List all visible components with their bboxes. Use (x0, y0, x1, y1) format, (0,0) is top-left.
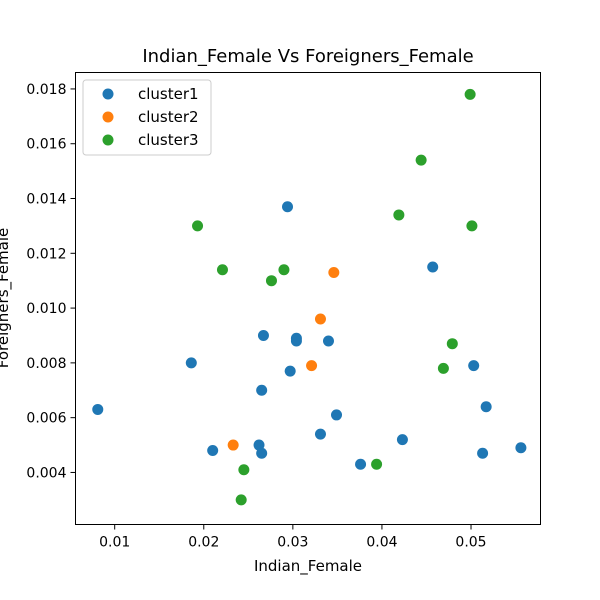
chart-title: Indian_Female Vs Foreigners_Female (142, 46, 473, 67)
cluster1-point (331, 409, 343, 421)
legend-marker-cluster1 (102, 88, 114, 100)
legend-marker-cluster3 (102, 134, 114, 146)
y-tick-label: 0.008 (26, 356, 66, 372)
cluster1-point (468, 360, 480, 372)
cluster2-point (227, 439, 239, 451)
cluster2-point (306, 360, 318, 372)
legend-box (82, 79, 212, 156)
cluster1-point (427, 261, 439, 273)
cluster1-point (290, 335, 302, 347)
plot-area: 0.01 0.02 0.03 0.04 0.05 0.004 0.006 0.008 0.01… (26, 72, 541, 551)
legend-marker-cluster2 (102, 111, 114, 123)
x-tick-label: 0.05 (455, 535, 486, 551)
y-tick-label: 0.006 (26, 411, 66, 427)
y-tick-label: 0.004 (26, 465, 66, 481)
x-tick-label: 0.01 (99, 535, 130, 551)
data-points (92, 88, 527, 506)
cluster2-point (314, 313, 326, 325)
axes-frame (75, 72, 541, 525)
cluster1-point (515, 442, 527, 454)
cluster1-point (257, 329, 269, 341)
cluster3-point (238, 464, 250, 476)
cluster3-point (393, 209, 405, 221)
cluster3-point (278, 264, 290, 276)
x-axis-label: Indian_Female (254, 557, 362, 576)
legend: cluster1 cluster2 cluster3 (82, 79, 212, 156)
x-axis: 0.01 0.02 0.03 0.04 0.05 (99, 524, 487, 551)
cluster1-point (322, 335, 334, 347)
y-tick-label: 0.012 (26, 246, 66, 262)
cluster1-point (282, 201, 294, 213)
cluster3-point (464, 88, 476, 100)
cluster3-point (192, 220, 204, 232)
cluster1-point (185, 357, 197, 369)
cluster1-point (256, 384, 268, 396)
cluster1-point (396, 434, 408, 446)
cluster3-point (265, 275, 277, 287)
y-tick-label: 0.014 (26, 192, 66, 208)
cluster3-point (415, 154, 427, 166)
cluster3-point (437, 362, 449, 374)
cluster3-point (466, 220, 478, 232)
cluster3-point (235, 494, 247, 506)
y-tick-label: 0.018 (26, 82, 66, 98)
y-tick-label: 0.010 (26, 301, 66, 317)
cluster3-point (371, 458, 383, 470)
y-axis-label: Foreigners_Female (0, 228, 13, 368)
cluster1-point (355, 458, 367, 470)
cluster3-point (216, 264, 228, 276)
cluster1-point (480, 401, 492, 413)
y-axis: 0.004 0.006 0.008 0.010 0.012 0.014 0.016 0.018 (26, 82, 76, 481)
cluster1-point (207, 445, 219, 457)
cluster1-point (92, 403, 104, 415)
cluster1-point (314, 428, 326, 440)
cluster1-point (256, 447, 268, 459)
x-tick-label: 0.02 (188, 535, 219, 551)
x-tick-label: 0.04 (366, 535, 397, 551)
cluster1-point (477, 447, 489, 459)
cluster3-point (446, 338, 458, 350)
cluster1-point (284, 365, 296, 377)
legend-label-cluster2: cluster2 (138, 108, 199, 126)
legend-label-cluster1: cluster1 (138, 85, 199, 103)
y-tick-label: 0.016 (26, 137, 66, 153)
legend-label-cluster3: cluster3 (138, 131, 199, 149)
x-tick-label: 0.03 (277, 535, 308, 551)
cluster2-point (328, 266, 340, 278)
